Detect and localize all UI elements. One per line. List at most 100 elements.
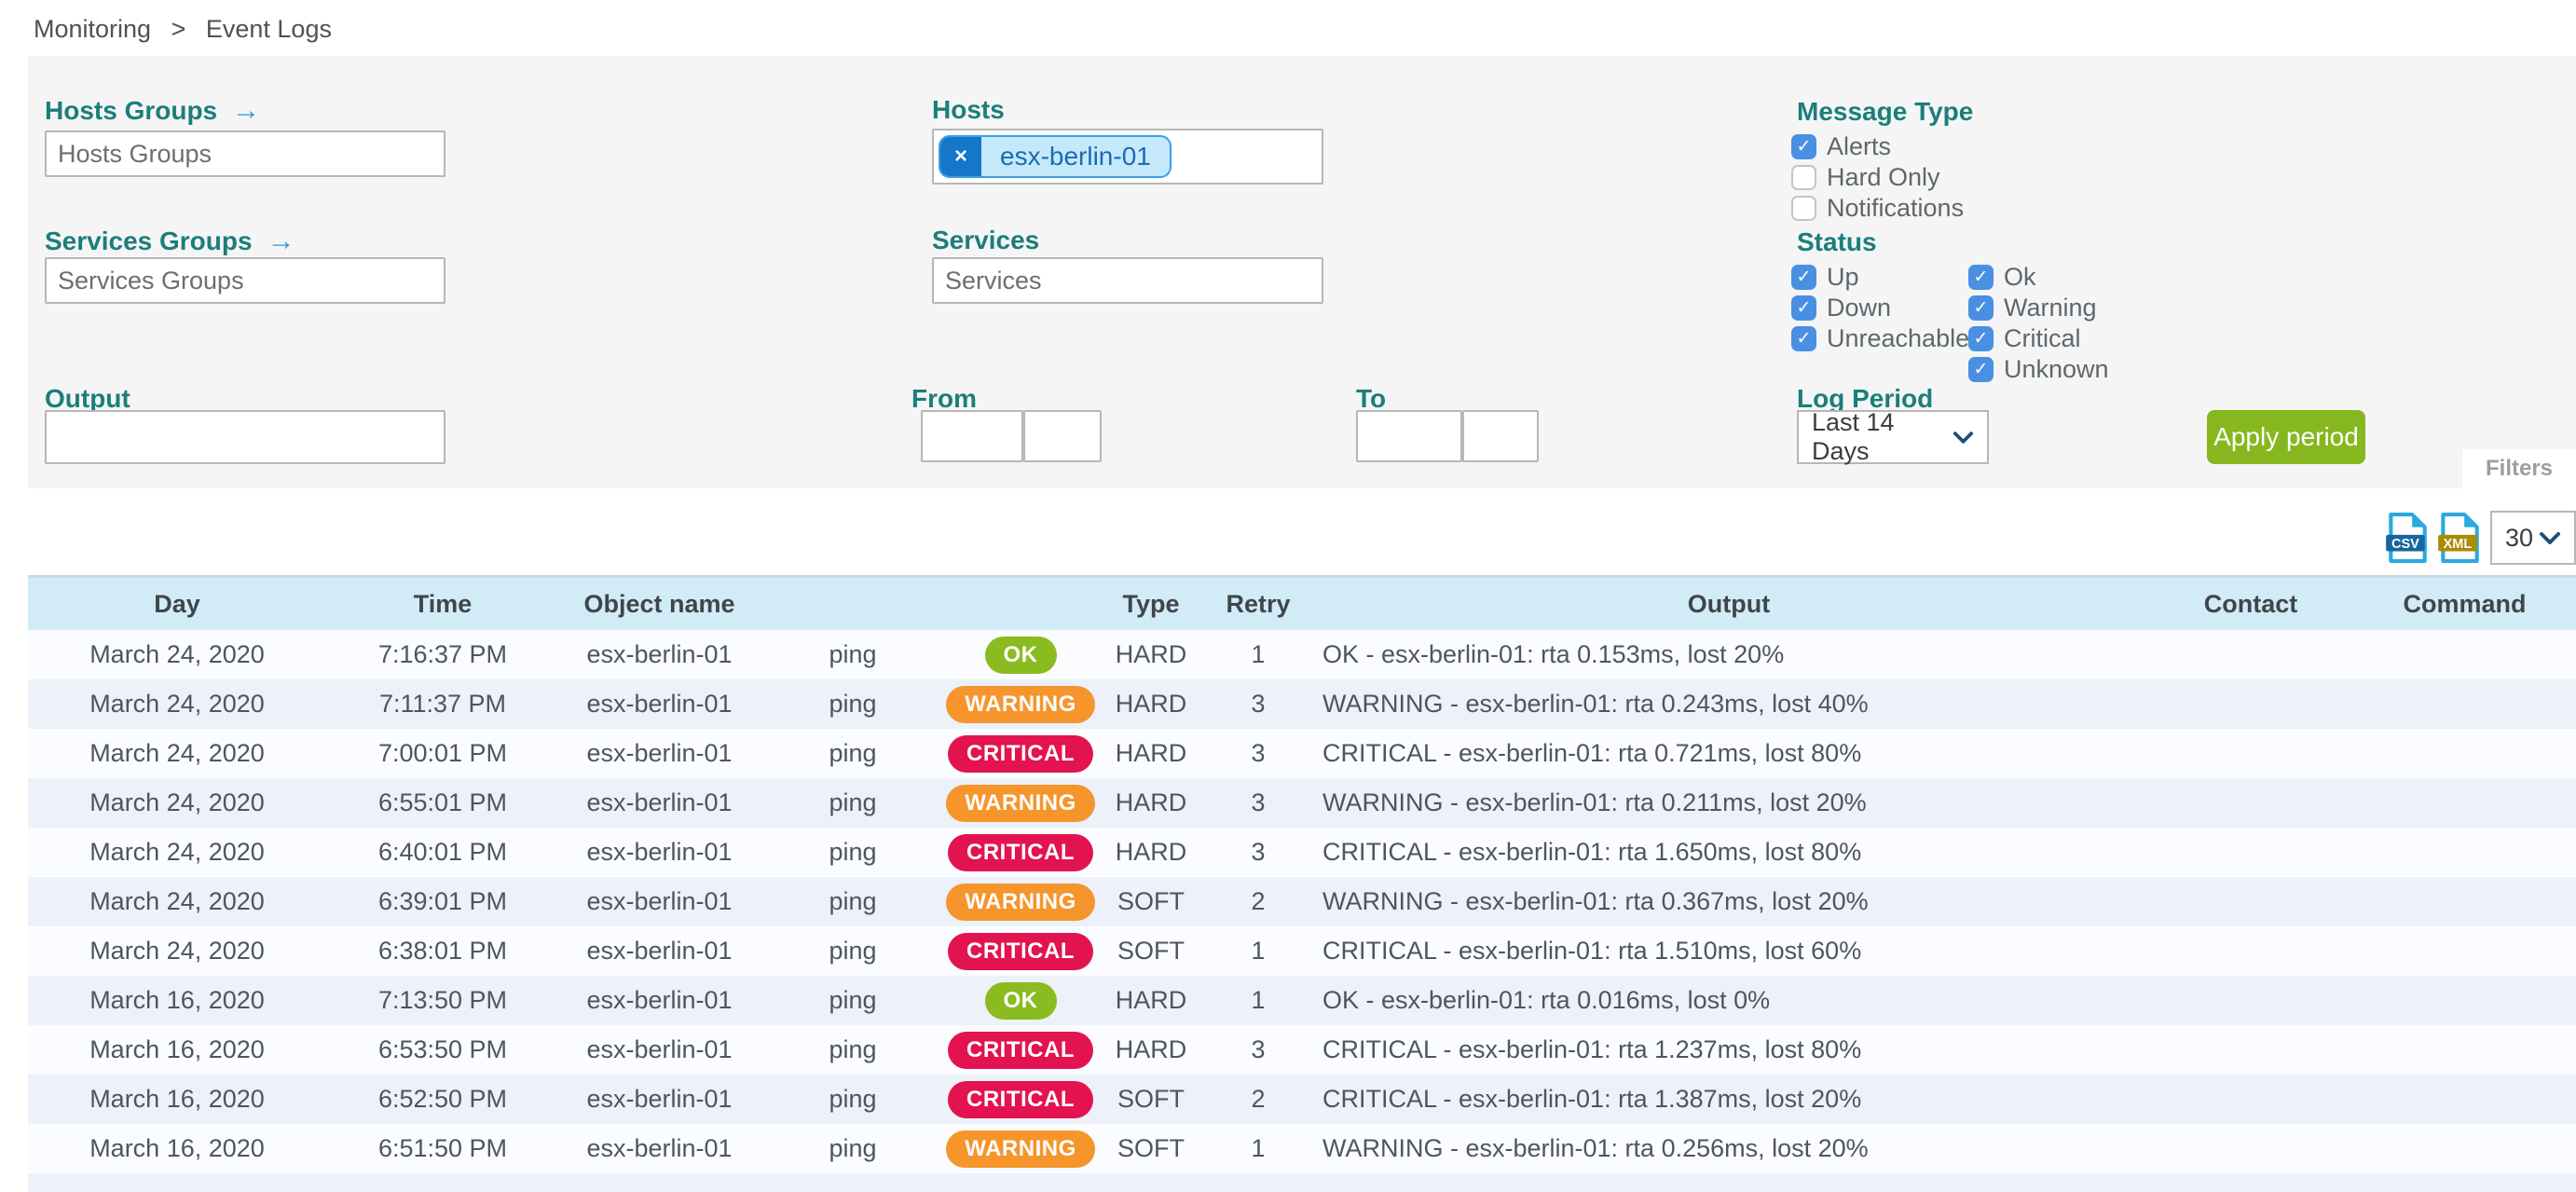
- event-log-table: Day Time Object name Type Retry Output Contact…: [28, 575, 2576, 1192]
- svg-text:XML: XML: [2444, 537, 2473, 552]
- hosts-label: Hosts: [932, 95, 1005, 124]
- breadcrumb-item-monitoring[interactable]: Monitoring: [34, 15, 152, 43]
- cell-contact: [2148, 926, 2353, 976]
- svg-text:CSV: CSV: [2391, 537, 2419, 552]
- checkbox-hard-only[interactable]: [1791, 164, 1816, 190]
- cell-day: March 16, 2020: [89, 1035, 265, 1063]
- cell-type: HARD: [1115, 1035, 1187, 1063]
- checkbox-unknown[interactable]: ✓: [1968, 356, 1994, 382]
- cell-object-name: esx-berlin-01: [586, 887, 733, 915]
- cell-output: CRITICAL - esx-berlin-01: rta 1.237ms, l…: [1322, 1035, 1862, 1063]
- cell-time: 7:16:37 PM: [377, 640, 508, 668]
- services-groups-arrow-icon[interactable]: →: [267, 226, 295, 256]
- cell-retry: 2: [1251, 887, 1266, 915]
- checkbox-notifications[interactable]: [1791, 195, 1816, 221]
- status-badge: CRITICAL: [948, 833, 1093, 871]
- checkbox-label: Unknown: [2004, 354, 2109, 383]
- checkbox-unreachable[interactable]: ✓: [1791, 325, 1816, 351]
- cell-service: ping: [829, 788, 877, 816]
- cell-object-name: esx-berlin-01: [586, 640, 733, 668]
- cell-status: WARNING: [946, 778, 1095, 828]
- log-period-label: Log Period: [1797, 384, 1934, 413]
- cell-type: HARD: [1115, 739, 1187, 767]
- hosts-input[interactable]: × esx-berlin-01: [932, 129, 1323, 185]
- checkbox-row: Hard Only: [1791, 163, 1964, 191]
- services-input[interactable]: [932, 257, 1323, 304]
- checkbox-ok[interactable]: ✓: [1968, 264, 1994, 290]
- checkbox-up[interactable]: ✓: [1791, 264, 1816, 290]
- cell-service: ping: [829, 1035, 877, 1063]
- cell-output: WARNING - esx-berlin-01: rta 0.243ms, lo…: [1322, 690, 1869, 718]
- breadcrumb-item-event-logs: Event Logs: [205, 15, 332, 43]
- page-size-select[interactable]: 30: [2490, 511, 2576, 565]
- checkbox-label: Critical: [2004, 323, 2081, 352]
- cell-day: March 16, 2020: [89, 986, 265, 1014]
- checkbox-critical[interactable]: ✓: [1968, 325, 1994, 351]
- cell-command: [2353, 729, 2576, 778]
- chip-remove-icon[interactable]: ×: [940, 137, 981, 176]
- checkbox-down[interactable]: ✓: [1791, 295, 1816, 321]
- apply-period-button[interactable]: Apply period: [2207, 410, 2365, 464]
- cell-command: [2353, 630, 2576, 679]
- cell-object-name: esx-berlin-01: [586, 986, 733, 1014]
- cell-time: 6:38:01 PM: [377, 937, 508, 965]
- cell-command: [2353, 1025, 2576, 1075]
- cell-status: CRITICAL: [946, 1025, 1095, 1075]
- checkbox-row: ✓ Up: [1791, 263, 1968, 291]
- log-period-select[interactable]: Last 14 Days: [1797, 408, 1989, 465]
- to-date-input[interactable]: [1356, 410, 1462, 462]
- cell-object-name: esx-berlin-01: [586, 1134, 733, 1162]
- cell-output: WARNING - esx-berlin-01: rta 0.367ms, lo…: [1322, 887, 1869, 915]
- hosts-groups-input[interactable]: [45, 130, 445, 177]
- cell-day: March 24, 2020: [89, 838, 265, 866]
- checkbox-alerts[interactable]: ✓: [1791, 133, 1816, 159]
- cell-contact: [2148, 630, 2353, 679]
- from-time-input[interactable]: [1023, 410, 1102, 462]
- output-label: Output: [45, 384, 130, 413]
- cell-retry: 1: [1251, 1134, 1266, 1162]
- export-csv-icon[interactable]: CSV: [2386, 513, 2429, 563]
- cell-service: ping: [829, 887, 877, 915]
- cell-output: CRITICAL - esx-berlin-01: rta 0.721ms, l…: [1322, 739, 1862, 767]
- status-badge: CRITICAL: [948, 932, 1093, 970]
- cell-contact: [2148, 1124, 2353, 1173]
- cell-day: March 24, 2020: [89, 640, 265, 668]
- checkbox-label: Down: [1827, 293, 1892, 322]
- column-header-time: Time: [326, 578, 559, 630]
- cell-type: HARD: [1115, 788, 1187, 816]
- cell-contact: [2148, 1025, 2353, 1075]
- checkbox-row: ✓ Down: [1791, 294, 1968, 322]
- column-header-output: Output: [1309, 578, 2148, 630]
- cell-command: [2353, 926, 2576, 976]
- table-row: March 24, 2020 7:16:37 PM esx-berlin-01 pin…: [28, 630, 2576, 679]
- cell-output: WARNING - esx-berlin-01: rta 0.256ms, lo…: [1322, 1134, 1869, 1162]
- export-xml-icon[interactable]: XML: [2438, 513, 2481, 563]
- checkbox-row: Notifications: [1791, 194, 1964, 222]
- table-header-row: Day Time Object name Type Retry Output Contact…: [28, 578, 2576, 630]
- from-date-input[interactable]: [921, 410, 1023, 462]
- checkbox-label: Unreachable: [1827, 323, 1970, 352]
- checkbox-row: ✓ Unknown: [1968, 355, 2145, 383]
- cell-object-name: esx-berlin-01: [586, 788, 733, 816]
- filters-tab[interactable]: Filters: [2462, 449, 2576, 488]
- output-input[interactable]: [45, 410, 445, 464]
- to-time-input[interactable]: [1462, 410, 1539, 462]
- cell-object-name: esx-berlin-01: [586, 1035, 733, 1063]
- chip-label: esx-berlin-01: [1000, 142, 1151, 171]
- hosts-groups-label: Hosts Groups →: [45, 95, 261, 126]
- column-header-type: Type: [1095, 578, 1207, 630]
- cell-contact: [2148, 778, 2353, 828]
- checkbox-label: Up: [1827, 262, 1859, 291]
- hosts-groups-arrow-icon[interactable]: →: [232, 95, 261, 126]
- cell-retry: 1: [1251, 986, 1266, 1014]
- checkbox-warning[interactable]: ✓: [1968, 295, 1994, 321]
- table-row: March 16, 2020 7:13:50 PM esx-berlin-01 pin…: [28, 976, 2576, 1025]
- table-row: March 24, 2020 6:40:01 PM esx-berlin-01 pin…: [28, 828, 2576, 877]
- column-header-day: Day: [28, 578, 326, 630]
- cell-contact: [2148, 729, 2353, 778]
- column-header-contact: Contact: [2148, 578, 2353, 630]
- cell-command: [2353, 976, 2576, 1025]
- services-groups-input[interactable]: [45, 257, 445, 304]
- cell-type: HARD: [1115, 838, 1187, 866]
- cell-status: WARNING: [946, 877, 1095, 926]
